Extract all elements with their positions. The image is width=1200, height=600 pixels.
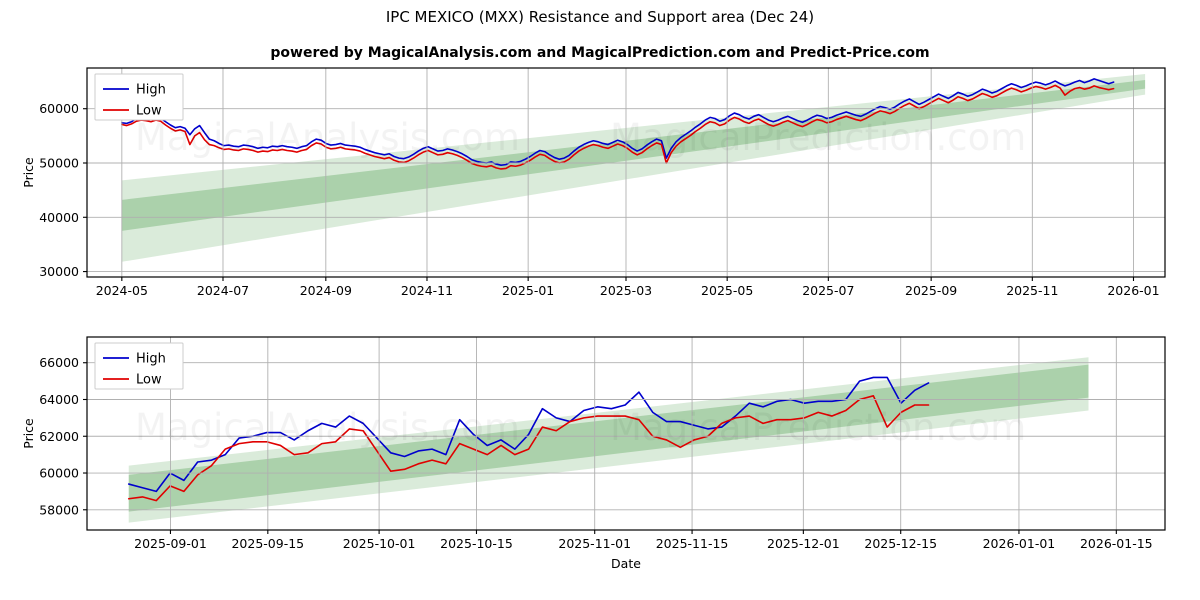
ytick-label: 60000 [39, 101, 79, 116]
series-line-low [127, 395, 930, 502]
page-title: IPC MEXICO (MXX) Resistance and Support … [385, 8, 815, 26]
xtick-label: 2025-09 [905, 283, 957, 298]
xtick-label: 2025-09-01 [134, 536, 207, 551]
watermark-text: MagicalPrediction.com [610, 116, 1026, 159]
legend-box [94, 73, 184, 121]
legend-label-high: High [136, 83, 166, 98]
band-support-resistance-outer [128, 357, 1089, 523]
ytick-label: 64000 [39, 392, 79, 407]
xtick-label: 2025-10-01 [343, 536, 416, 551]
xtick-label: 2025-05 [701, 283, 753, 298]
watermark-text: MagicalAnalysis.com [135, 116, 520, 159]
watermark-text: MagicalAnalysis.com [135, 406, 520, 449]
chart-legend[interactable]: High Low [94, 342, 184, 390]
chart-bottom[interactable]: MagicalAnalysis.com MagicalPrediction.com… [0, 325, 1200, 600]
xtick-label: 2026-01 [1107, 283, 1159, 298]
xtick-label: 2024-05 [96, 283, 148, 298]
xtick-label: 2025-09-15 [231, 536, 304, 551]
xtick-label: 2025-01 [502, 283, 554, 298]
series-line-high [127, 376, 930, 493]
legend-box [94, 342, 184, 390]
ytick-label: 30000 [39, 264, 79, 279]
xtick-label: 2025-11-15 [656, 536, 729, 551]
ytick-label: 62000 [39, 429, 79, 444]
ytick-label: 58000 [39, 502, 79, 517]
xtick-label: 2025-12-15 [864, 536, 937, 551]
watermark-text: MagicalPrediction.com [610, 406, 1026, 449]
xtick-label: 2026-01-01 [983, 536, 1056, 551]
legend-label-low: Low [136, 104, 162, 119]
series-line-high [121, 78, 1115, 166]
y-axis-label: Price [21, 157, 36, 188]
xtick-label: 2024-09 [300, 283, 352, 298]
ytick-label: 66000 [39, 355, 79, 370]
chart-top[interactable]: MagicalAnalysis.com MagicalPrediction.com… [0, 55, 1200, 305]
plot-frame [86, 336, 1166, 531]
xtick-label: 2024-07 [197, 283, 249, 298]
legend-label-high: High [136, 352, 166, 367]
band-support-resistance-inner [128, 364, 1089, 512]
x-axis-label: Date [611, 556, 641, 571]
x-axis-label: Date [611, 303, 641, 305]
xtick-label: 2025-11-01 [558, 536, 631, 551]
xtick-label: 2024-11 [401, 283, 453, 298]
xtick-label: 2025-11 [1006, 283, 1058, 298]
xtick-label: 2025-03 [600, 283, 652, 298]
xtick-label: 2025-10-15 [440, 536, 513, 551]
xtick-label: 2026-01-15 [1080, 536, 1153, 551]
band-support-resistance-inner [121, 79, 1146, 231]
chart-legend[interactable]: High Low [94, 73, 184, 121]
ytick-label: 60000 [39, 466, 79, 481]
band-support-resistance-outer [121, 73, 1146, 262]
xtick-label: 2025-07 [802, 283, 854, 298]
legend-label-low: Low [136, 373, 162, 388]
xtick-label: 2025-12-01 [767, 536, 840, 551]
ytick-label: 50000 [39, 156, 79, 171]
page-subtitle: powered by MagicalAnalysis.com and Magic… [270, 45, 930, 61]
y-axis-label: Price [21, 418, 36, 449]
series-line-low [121, 84, 1115, 170]
ytick-label: 40000 [39, 210, 79, 225]
